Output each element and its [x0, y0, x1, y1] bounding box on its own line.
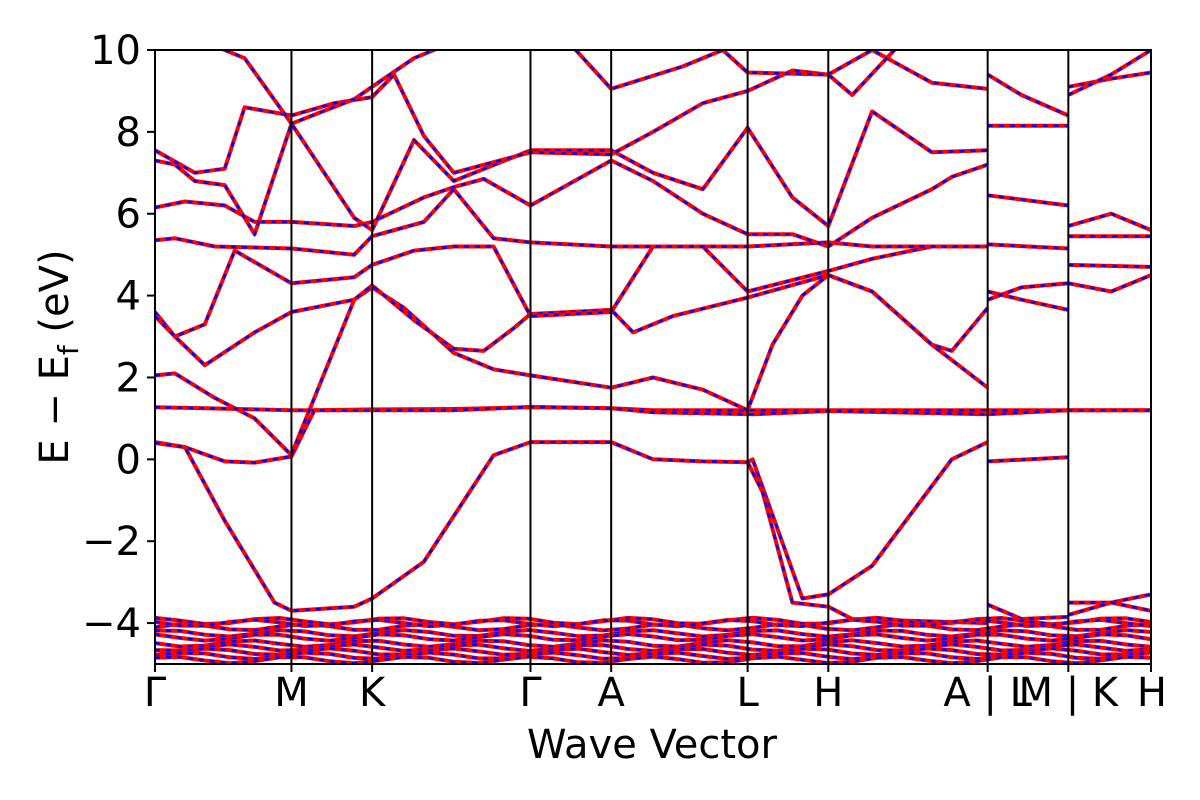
- x-tick-label: Γ: [144, 670, 167, 716]
- band-line-22-overlay: [1068, 71, 1151, 89]
- band-line-20-overlay: [987, 456, 1069, 463]
- band-line-10-overlay: [155, 109, 988, 238]
- band-line-27-overlay: [1068, 273, 1151, 293]
- high-symmetry-lines: [290, 50, 1070, 664]
- y-axis-title-main: E − E: [32, 355, 78, 465]
- y-axis-ticks: 10 8 6 4 2 0 −2 −4: [82, 28, 155, 647]
- band-lines: [155, 50, 1151, 664]
- dense-band-6-overlay: [155, 647, 1151, 657]
- dense-band-8-overlay: [155, 655, 1151, 664]
- band-line-9-overlay: [155, 159, 989, 248]
- band-line-3: [155, 440, 989, 613]
- dense-band-10-overlay: [155, 618, 1151, 628]
- band-line-19: [987, 281, 1069, 302]
- dense-band-2-overlay: [155, 628, 1151, 638]
- y-tick-label: 6: [116, 192, 141, 238]
- y-tick-label: 10: [90, 28, 141, 74]
- y-tick-label: −2: [82, 519, 141, 565]
- y-axis-title-unit: (eV): [32, 249, 78, 345]
- y-tick-label: 4: [116, 274, 141, 320]
- band-line-14-overlay: [987, 73, 1069, 117]
- band-line-13-overlay: [574, 50, 897, 97]
- band-line-28-overlay: [1068, 593, 1151, 604]
- y-tick-label: 0: [116, 437, 141, 483]
- band-line-7: [155, 244, 988, 339]
- x-tick-label: H: [813, 670, 843, 716]
- band-line-16-overlay: [987, 194, 1069, 207]
- x-tick-label: A | L: [943, 670, 1032, 716]
- band-line-3-overlay: [155, 440, 989, 613]
- x-tick-label: L: [736, 670, 759, 716]
- band-line-23-overlay: [1067, 50, 1151, 97]
- band-line-8-overlay: [155, 187, 988, 257]
- band-line-1-overlay: [155, 406, 1151, 464]
- y-axis-title: E − Ef (eV): [32, 249, 85, 464]
- band-line-5: [155, 273, 989, 458]
- band-line-12-overlay: [221, 50, 438, 126]
- x-tick-label: Γ: [519, 670, 542, 716]
- x-tick-label: A: [597, 670, 625, 716]
- dense-band-9-overlay: [155, 616, 1151, 626]
- dense-band-3-overlay: [155, 632, 1151, 642]
- x-tick-label: M: [274, 670, 309, 716]
- band-line-24-overlay: [1067, 212, 1151, 232]
- band-line-26-overlay: [1068, 263, 1151, 269]
- band-line-10: [155, 109, 988, 237]
- plot-frame: [154, 49, 1152, 665]
- band-line-2-overlay: [155, 405, 1151, 416]
- band-line-5-overlay: [155, 273, 989, 458]
- y-tick-label: 8: [116, 110, 141, 156]
- x-tick-label: H: [1137, 670, 1167, 716]
- y-axis-title-subscript: f: [52, 344, 85, 355]
- band-line-19-overlay: [987, 282, 1069, 301]
- x-tick-label: K: [359, 670, 387, 716]
- band-line-17-overlay: [987, 243, 1069, 250]
- y-tick-label: 2: [116, 355, 141, 401]
- band-line-27: [1067, 273, 1151, 294]
- band-line-6-overlay: [155, 273, 989, 367]
- x-tick-label: M | K: [1019, 670, 1120, 716]
- x-axis-ticks: Γ M K Γ A L H A | LM | K H: [144, 664, 1167, 716]
- band-line-9: [155, 158, 989, 249]
- y-tick-label: −4: [82, 601, 141, 647]
- band-line-29-overlay: [1067, 601, 1151, 617]
- x-axis-title: Wave Vector: [527, 722, 778, 768]
- dense-band-7-overlay: [155, 651, 1151, 661]
